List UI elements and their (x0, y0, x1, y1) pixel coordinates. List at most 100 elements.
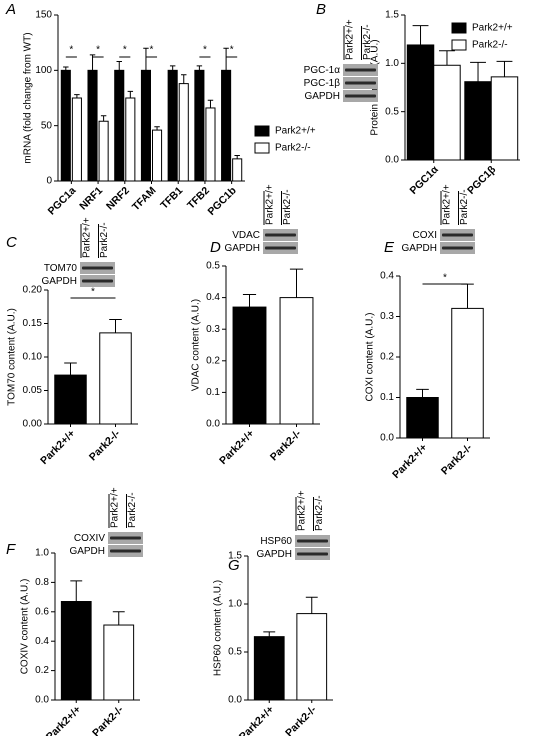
y-axis-title: VDAC content (A.U.) (191, 299, 202, 391)
y-tick-label: 0.00 (23, 419, 43, 430)
blot-column-label: Park2-/- (127, 492, 138, 528)
y-tick-label: 0.6 (35, 606, 49, 617)
y-tick-label: 0.5 (206, 261, 220, 272)
y-tick-label: 0.4 (206, 292, 220, 303)
y-axis-title: COXIV content (A.U.) (20, 579, 31, 675)
y-tick-label: 1.0 (35, 548, 49, 559)
x-tick-label: NRF1 (77, 184, 105, 212)
bar (178, 83, 189, 182)
blot-column-label: Park2+/+ (297, 490, 308, 531)
blot-band (297, 552, 328, 556)
legend-label: Park2+/+ (275, 126, 316, 137)
error-bar (470, 61, 486, 82)
blot-row-label: PGC-1α (304, 65, 341, 76)
bar (296, 613, 328, 701)
blot-band (345, 81, 376, 85)
bar (167, 69, 178, 182)
bar (140, 69, 152, 182)
y-tick-label: 0.1 (206, 387, 220, 398)
bar (87, 69, 98, 182)
bar (54, 374, 87, 425)
y-tick-label: 0 (46, 176, 52, 187)
error-bar (461, 283, 474, 309)
blot-row-label: GAPDH (401, 243, 437, 254)
significance-star: * (123, 45, 127, 56)
error-bar (143, 47, 149, 71)
bar (464, 81, 492, 161)
blot-row-label: GAPDH (224, 243, 260, 254)
blot-column-label: Park2+/+ (442, 184, 453, 225)
y-tick-label: 0.10 (23, 352, 43, 363)
bar (71, 97, 82, 182)
y-tick-label: 50 (41, 120, 53, 131)
panel-letter: F (6, 541, 16, 558)
x-tick-label: PGC1β (465, 163, 499, 197)
significance-star: * (69, 45, 73, 56)
blot-column-label: Park2-/- (99, 222, 110, 258)
error-bar (154, 126, 160, 131)
blot-column-label: Park2-/- (459, 189, 470, 225)
y-tick-label: 0.4 (35, 636, 49, 647)
y-tick-label: 0.5 (385, 106, 399, 117)
x-tick-label: PGC1b (205, 185, 238, 218)
legend-label: Park2-/- (472, 40, 508, 51)
error-bar (439, 50, 455, 66)
x-tick-label: Park2-/- (90, 703, 126, 736)
error-bar (263, 631, 276, 637)
blot-column-label: Park2+/+ (82, 217, 93, 258)
blot-band (110, 536, 141, 540)
y-tick-label: 0.3 (380, 311, 394, 322)
x-tick-label: Park2-/- (87, 427, 123, 463)
panel-letter: E (384, 239, 395, 256)
error-bar (116, 60, 122, 71)
blot-row-label: TOM70 (44, 263, 78, 274)
y-tick-label: 0.1 (380, 392, 394, 403)
panel-letter: G (228, 557, 240, 574)
bar (490, 76, 519, 161)
panel-letter: C (6, 234, 17, 251)
error-bar (100, 115, 107, 122)
blot-row-label: GAPDH (69, 546, 105, 557)
blot-row-label: COXIV (74, 533, 105, 544)
panel-letter: D (210, 239, 221, 256)
y-axis-title: mRNA (fold change from WT) (23, 32, 34, 163)
panel-letter: B (316, 1, 326, 18)
significance-star: * (91, 287, 95, 298)
bar (194, 69, 205, 182)
blot-band (442, 246, 473, 250)
legend-label: Park2+/+ (472, 23, 513, 34)
panel-letter: A (5, 1, 16, 18)
y-tick-label: 0.3 (206, 324, 220, 335)
error-bar (412, 25, 429, 45)
blot-column-label: Park2-/- (362, 24, 373, 60)
x-tick-label: Park2-/- (283, 703, 319, 736)
x-tick-label: Park2+/+ (38, 428, 77, 467)
bar (433, 64, 461, 161)
blot-column-label: Park2-/- (314, 495, 325, 531)
bar (253, 636, 285, 701)
y-tick-label: 1.0 (228, 599, 242, 610)
bar (279, 297, 314, 425)
significance-star: * (96, 45, 100, 56)
error-bar (289, 268, 304, 298)
error-bar (112, 611, 125, 626)
blot-column-label: Park2+/+ (110, 487, 121, 528)
y-tick-label: 0.4 (380, 271, 394, 282)
blot-row-label: GAPDH (256, 549, 292, 560)
blot-row-label: COXI (413, 230, 437, 241)
legend-swatch (254, 125, 270, 137)
y-axis-title: HSP60 content (A.U.) (213, 580, 224, 676)
bar (114, 69, 125, 182)
x-tick-label: Park2+/+ (44, 704, 83, 736)
x-tick-label: TFB1 (158, 184, 185, 211)
blot-band (442, 233, 473, 237)
bar (103, 624, 135, 701)
blot-row-label: GAPDH (304, 91, 340, 102)
error-bar (234, 155, 240, 159)
error-bar (305, 596, 318, 614)
blot-column-label: Park2-/- (282, 189, 293, 225)
y-tick-label: 100 (35, 65, 52, 76)
y-tick-label: 0.15 (23, 318, 43, 329)
y-tick-label: 0.2 (35, 665, 49, 676)
